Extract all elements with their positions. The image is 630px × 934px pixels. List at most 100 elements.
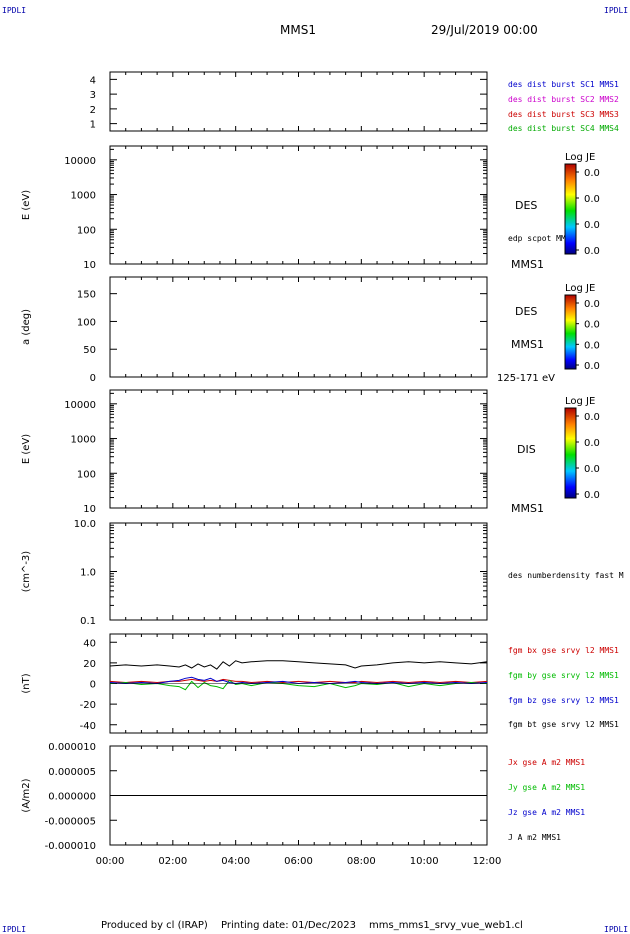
panel-side-label: MMS1	[511, 502, 544, 515]
panel-fgm: -40 -20 0 20 40 (nT) fgm bx gse srvy l2 MMS1 fg…	[21, 633, 619, 734]
legend-entry: des dist burst SC3 MMS3	[508, 110, 619, 119]
panel-frame	[109, 71, 488, 132]
y-tick-label: 0.000010	[48, 742, 96, 753]
y-tick-label: 50	[83, 345, 96, 356]
y-tick-label: 0.1	[80, 616, 96, 627]
colorbar	[564, 163, 577, 255]
panel-side-label: MMS1	[511, 258, 544, 271]
y-tick-label: 1	[90, 120, 96, 131]
legend-entry: Jx gse A m2 MMS1	[508, 758, 585, 767]
panel-frame	[109, 389, 488, 509]
x-tick-label: 04:00	[221, 856, 250, 867]
corner-label-top-right: IPDLI	[604, 6, 628, 15]
colorbar-tick-label: 0.0	[584, 220, 600, 231]
colorbar-title: Log JE	[565, 283, 595, 294]
y-axis-label: (cm^-3)	[21, 551, 32, 592]
colorbar-tick-label: 0.0	[584, 412, 600, 423]
series-line	[110, 679, 487, 691]
y-tick-label: 20	[83, 659, 96, 670]
series-line	[110, 678, 487, 684]
legend-entry: Jy gse A m2 MMS1	[508, 783, 585, 792]
y-tick-label: 100	[77, 225, 96, 236]
panel-side-label: DES	[515, 199, 537, 212]
colorbar-tick-label: 0.0	[584, 464, 600, 475]
y-tick-label: 1.0	[80, 568, 96, 579]
colorbar-tick-label: 0.0	[584, 490, 600, 501]
y-tick-label: 10.0	[74, 519, 96, 530]
page-title: MMS1	[280, 23, 316, 37]
produced-by: Produced by cl (IRAP)	[101, 920, 208, 931]
colorbar-title: Log JE	[565, 152, 595, 163]
plot-date: 29/Jul/2019 00:00	[431, 23, 538, 37]
legend-entry: Jz gse A m2 MMS1	[508, 808, 585, 817]
panel-side-label: DES	[515, 305, 537, 318]
y-tick-label: -40	[80, 721, 96, 732]
y-axis-label: (A/m2)	[21, 778, 32, 812]
colorbar-tick-label: 0.0	[584, 299, 600, 310]
panel-dis-energy: 10 100 1000 10000 E (eV) DIS MMS1 Log JE 0.0 0.0 0…	[21, 389, 600, 515]
panel-side-label: edp scpot MMS1	[508, 234, 576, 243]
legend-entry: fgm bx gse srvy l2 MMS1	[508, 646, 619, 655]
series-line	[110, 660, 487, 670]
series-line	[110, 676, 487, 685]
panel-side-label: 125-171 eV	[497, 373, 555, 384]
y-tick-label: 150	[77, 290, 96, 301]
colorbar-tick-label: 0.0	[584, 168, 600, 179]
y-tick-label: 0	[90, 373, 96, 384]
y-tick-label: 4	[90, 75, 96, 86]
colorbar-tick-label: 0.0	[584, 320, 600, 331]
colorbar-tick-label: 0.0	[584, 438, 600, 449]
legend-entry: des dist burst SC2 MMS2	[508, 95, 619, 104]
panel-density: 0.1 1.0 10.0 (cm^-3) des numberdensity fast …	[21, 519, 624, 627]
y-tick-label: 100	[77, 469, 96, 480]
colorbar	[564, 407, 577, 499]
colorbar-tick-label: 0.0	[584, 194, 600, 205]
y-axis-label: a (deg)	[21, 309, 32, 345]
panel-side-label: MMS1	[511, 338, 544, 351]
panels: 1 2 3 4 des dist burst SC1 MMS1 des dist burs…	[21, 71, 624, 852]
y-axis-label: E (eV)	[21, 434, 32, 464]
panel-current: -0.000010 -0.000005 0.000000 0.000005 0.0000…	[21, 742, 585, 852]
y-tick-label: 100	[77, 317, 96, 328]
x-tick-label: 00:00	[96, 856, 125, 867]
panel-des-energy: 10 100 1000 10000 E (eV) DES edp scpot MMS1 MMS…	[21, 145, 600, 271]
y-tick-label: 10000	[64, 400, 96, 411]
colorbar-title: Log JE	[565, 396, 595, 407]
y-tick-label: 10	[83, 260, 96, 271]
y-axis-label: E (eV)	[21, 190, 32, 220]
legend-entry: J A m2 MMS1	[508, 833, 561, 842]
legend-entry: des numberdensity fast M	[508, 571, 624, 580]
y-tick-label: 1000	[71, 191, 96, 202]
colorbar	[564, 294, 577, 370]
corner-label-top-left: IPDLI	[2, 6, 26, 15]
file-name: mms_mms1_srvy_vue_web1.cl	[369, 920, 523, 931]
x-tick-label: 10:00	[410, 856, 439, 867]
legend-entry: des dist burst SC1 MMS1	[508, 80, 619, 89]
y-tick-label: -0.000005	[45, 816, 96, 827]
colorbar-tick-label: 0.0	[584, 361, 600, 372]
y-tick-label: -0.000010	[45, 841, 96, 852]
x-tick-label: 06:00	[284, 856, 313, 867]
y-tick-label: 40	[83, 638, 96, 649]
colorbar-tick-label: 0.0	[584, 246, 600, 257]
time-axis: 00:00 02:00 04:00 06:00 08:00 10:00 12:00	[96, 856, 502, 867]
x-tick-label: 02:00	[158, 856, 187, 867]
printing-date: Printing date: 01/Dec/2023	[221, 920, 356, 931]
y-tick-label: 2	[90, 105, 96, 116]
panel-frame	[109, 276, 488, 378]
y-tick-label: 0.000000	[48, 792, 96, 803]
legend-entry: fgm bz gse srvy l2 MMS1	[508, 696, 619, 705]
y-tick-label: 0	[90, 680, 96, 691]
panel-side-label: DIS	[517, 443, 536, 456]
y-tick-label: -20	[80, 700, 96, 711]
x-tick-label: 12:00	[473, 856, 502, 867]
y-tick-label: 10000	[64, 156, 96, 167]
y-tick-label: 10	[83, 504, 96, 515]
colorbar-tick-label: 0.0	[584, 340, 600, 351]
panel-burst: 1 2 3 4 des dist burst SC1 MMS1 des dist burs…	[90, 71, 619, 133]
y-tick-label: 0.000005	[48, 767, 96, 778]
panel-frame	[109, 145, 488, 265]
panel-frame	[109, 522, 488, 621]
x-tick-label: 08:00	[347, 856, 376, 867]
